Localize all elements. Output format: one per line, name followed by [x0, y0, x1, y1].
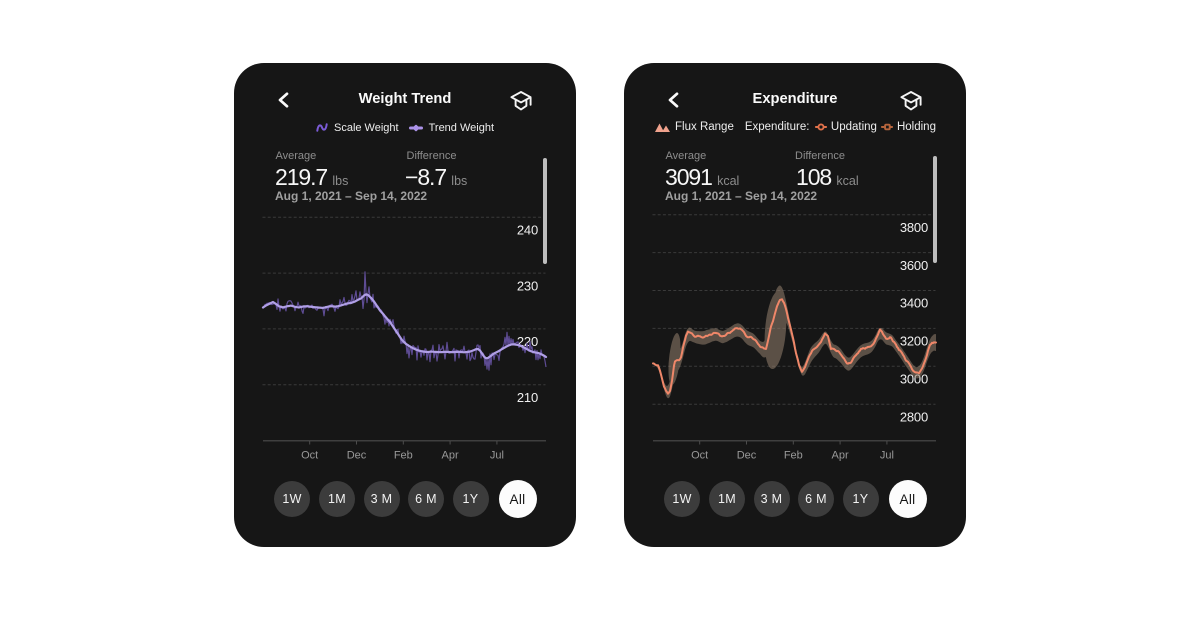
- svg-text:Jul: Jul: [880, 450, 894, 462]
- svg-text:3800: 3800: [900, 220, 928, 235]
- svg-text:3600: 3600: [900, 258, 928, 273]
- svg-text:3400: 3400: [900, 296, 928, 311]
- svg-text:Apr: Apr: [832, 450, 849, 462]
- svg-text:220: 220: [517, 334, 538, 349]
- svg-text:210: 210: [517, 390, 538, 405]
- svg-text:3200: 3200: [900, 334, 928, 349]
- svg-text:Apr: Apr: [442, 450, 459, 462]
- svg-text:230: 230: [517, 278, 538, 293]
- svg-text:Oct: Oct: [691, 450, 708, 462]
- svg-text:Oct: Oct: [301, 450, 318, 462]
- svg-text:Dec: Dec: [347, 450, 367, 462]
- svg-text:Jul: Jul: [490, 450, 504, 462]
- svg-text:Feb: Feb: [394, 450, 413, 462]
- svg-text:Feb: Feb: [784, 450, 803, 462]
- svg-text:2800: 2800: [900, 409, 928, 424]
- svg-text:Dec: Dec: [737, 450, 757, 462]
- svg-text:240: 240: [517, 223, 538, 238]
